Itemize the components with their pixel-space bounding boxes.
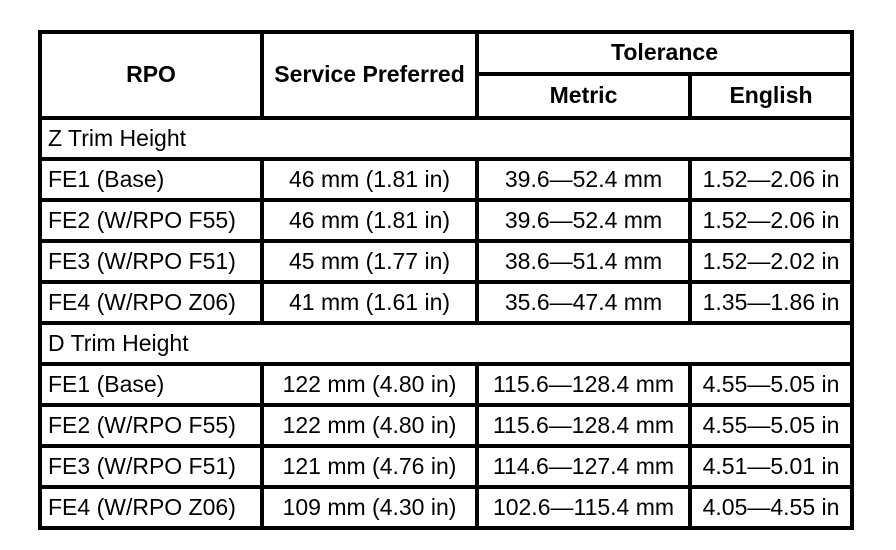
cell-english: 1.52—2.06 in bbox=[687, 198, 855, 243]
header-row-tolerance: RPO Service Preferred Tolerance bbox=[38, 30, 855, 120]
cell-service-preferred: 41 mm (1.61 in) bbox=[260, 280, 479, 325]
header-service-preferred: Service Preferred bbox=[260, 30, 479, 120]
header-row-units: Metric English bbox=[40, 72, 855, 120]
cell-rpo: FE2 (W/RPO F55) bbox=[38, 403, 264, 448]
cell-rpo: FE1 (Base) bbox=[38, 362, 264, 407]
table-row: FE4 (W/RPO Z06) 41 mm (1.61 in) 35.6—47.4 … bbox=[38, 280, 855, 325]
cell-metric: 115.6—128.4 mm bbox=[475, 362, 692, 407]
cell-english: 1.52—2.02 in bbox=[687, 239, 855, 284]
header-english: English bbox=[687, 72, 855, 120]
table-row: FE1 (Base) 46 mm (1.81 in) 39.6—52.4 mm 1.5… bbox=[38, 157, 855, 202]
table-row: FE2 (W/RPO F55) 46 mm (1.81 in) 39.6—52.4 … bbox=[38, 198, 855, 243]
table-row: FE4 (W/RPO Z06) 109 mm (4.30 in) 102.6—115… bbox=[38, 485, 855, 530]
cell-rpo: FE4 (W/RPO Z06) bbox=[38, 280, 264, 325]
cell-service-preferred: 46 mm (1.81 in) bbox=[260, 157, 479, 202]
cell-service-preferred: 109 mm (4.30 in) bbox=[260, 485, 479, 530]
cell-rpo: FE1 (Base) bbox=[38, 157, 264, 202]
section-row: Z Trim Height bbox=[37, 116, 855, 161]
cell-english: 1.52—2.06 in bbox=[687, 157, 855, 202]
table-row: FE1 (Base) 122 mm (4.80 in) 115.6—128.4 mm… bbox=[38, 362, 855, 407]
cell-metric: 102.6—115.4 mm bbox=[475, 485, 692, 530]
cell-service-preferred: 121 mm (4.76 in) bbox=[260, 444, 479, 489]
cell-metric: 39.6—52.4 mm bbox=[475, 198, 692, 243]
cell-english: 4.05—4.55 in bbox=[687, 485, 855, 530]
table-body: Z Trim Height FE1 (Base) 46 mm (1.81 in) 39… bbox=[37, 116, 855, 530]
table-row: FE3 (W/RPO F51) 121 mm (4.76 in) 114.6—127… bbox=[38, 444, 855, 489]
cell-english: 1.35—1.86 in bbox=[687, 280, 855, 325]
cell-rpo: FE3 (W/RPO F51) bbox=[38, 239, 264, 284]
cell-service-preferred: 122 mm (4.80 in) bbox=[260, 403, 479, 448]
cell-rpo: FE4 (W/RPO Z06) bbox=[38, 485, 264, 530]
cell-metric: 114.6—127.4 mm bbox=[475, 444, 692, 489]
cell-service-preferred: 122 mm (4.80 in) bbox=[260, 362, 479, 407]
cell-rpo: FE2 (W/RPO F55) bbox=[38, 198, 264, 243]
cell-english: 4.55—5.05 in bbox=[687, 403, 855, 448]
cell-metric: 35.6—47.4 mm bbox=[475, 280, 692, 325]
section-title: Z Trim Height bbox=[37, 116, 855, 161]
section-title: D Trim Height bbox=[37, 321, 855, 366]
trim-height-spec-table: RPO Service Preferred Tolerance Metric E… bbox=[37, 30, 855, 530]
cell-service-preferred: 45 mm (1.77 in) bbox=[260, 239, 479, 284]
cell-english: 4.55—5.05 in bbox=[687, 362, 855, 407]
header-metric: Metric bbox=[475, 72, 692, 120]
cell-service-preferred: 46 mm (1.81 in) bbox=[260, 198, 479, 243]
table-row: FE3 (W/RPO F51) 45 mm (1.77 in) 38.6—51.4 … bbox=[38, 239, 855, 284]
cell-metric: 115.6—128.4 mm bbox=[475, 403, 692, 448]
cell-english: 4.51—5.01 in bbox=[687, 444, 855, 489]
table-row: FE2 (W/RPO F55) 122 mm (4.80 in) 115.6—128… bbox=[38, 403, 855, 448]
section-row: D Trim Height bbox=[37, 321, 855, 366]
cell-rpo: FE3 (W/RPO F51) bbox=[38, 444, 264, 489]
cell-metric: 38.6—51.4 mm bbox=[475, 239, 692, 284]
cell-metric: 39.6—52.4 mm bbox=[475, 157, 692, 202]
header-rpo: RPO bbox=[38, 30, 264, 120]
header-tolerance: Tolerance bbox=[474, 30, 855, 76]
